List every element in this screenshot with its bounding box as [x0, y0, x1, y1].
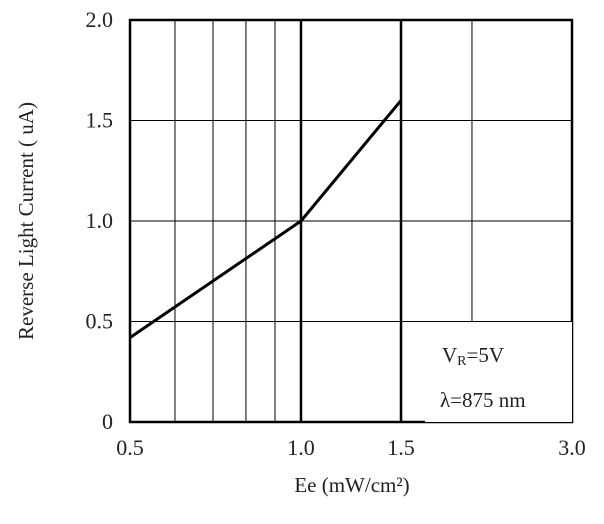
y-tick-label: 2.0	[86, 7, 114, 32]
x-tick-label: 0.5	[116, 435, 144, 460]
wavelength-annotation: λ=875 nm	[440, 388, 526, 412]
x-tick-label: 1.0	[287, 435, 315, 460]
x-axis-label: Ee (mW/cm²)	[294, 473, 409, 497]
series-line	[129, 99, 403, 339]
y-tick-label: 0	[102, 409, 113, 434]
series-layer	[129, 99, 403, 339]
y-tick-label: 1.5	[86, 108, 114, 133]
plot-frame	[128, 18, 574, 424]
x-tick-label: 3.0	[558, 435, 586, 460]
y-axis-label: Reverse Light Current ( uA)	[14, 102, 38, 340]
tick-layer: 0.5 1.0 1.5 3.000.51.01.52.0	[86, 7, 586, 460]
condition-annotation: VR=5V	[442, 343, 504, 369]
annotation-box: VR=5V λ=875 nm	[425, 322, 572, 422]
y-tick-label: 0.5	[86, 309, 114, 334]
x-tick-label: 1.5	[387, 435, 415, 460]
y-tick-label: 1.0	[86, 208, 114, 233]
